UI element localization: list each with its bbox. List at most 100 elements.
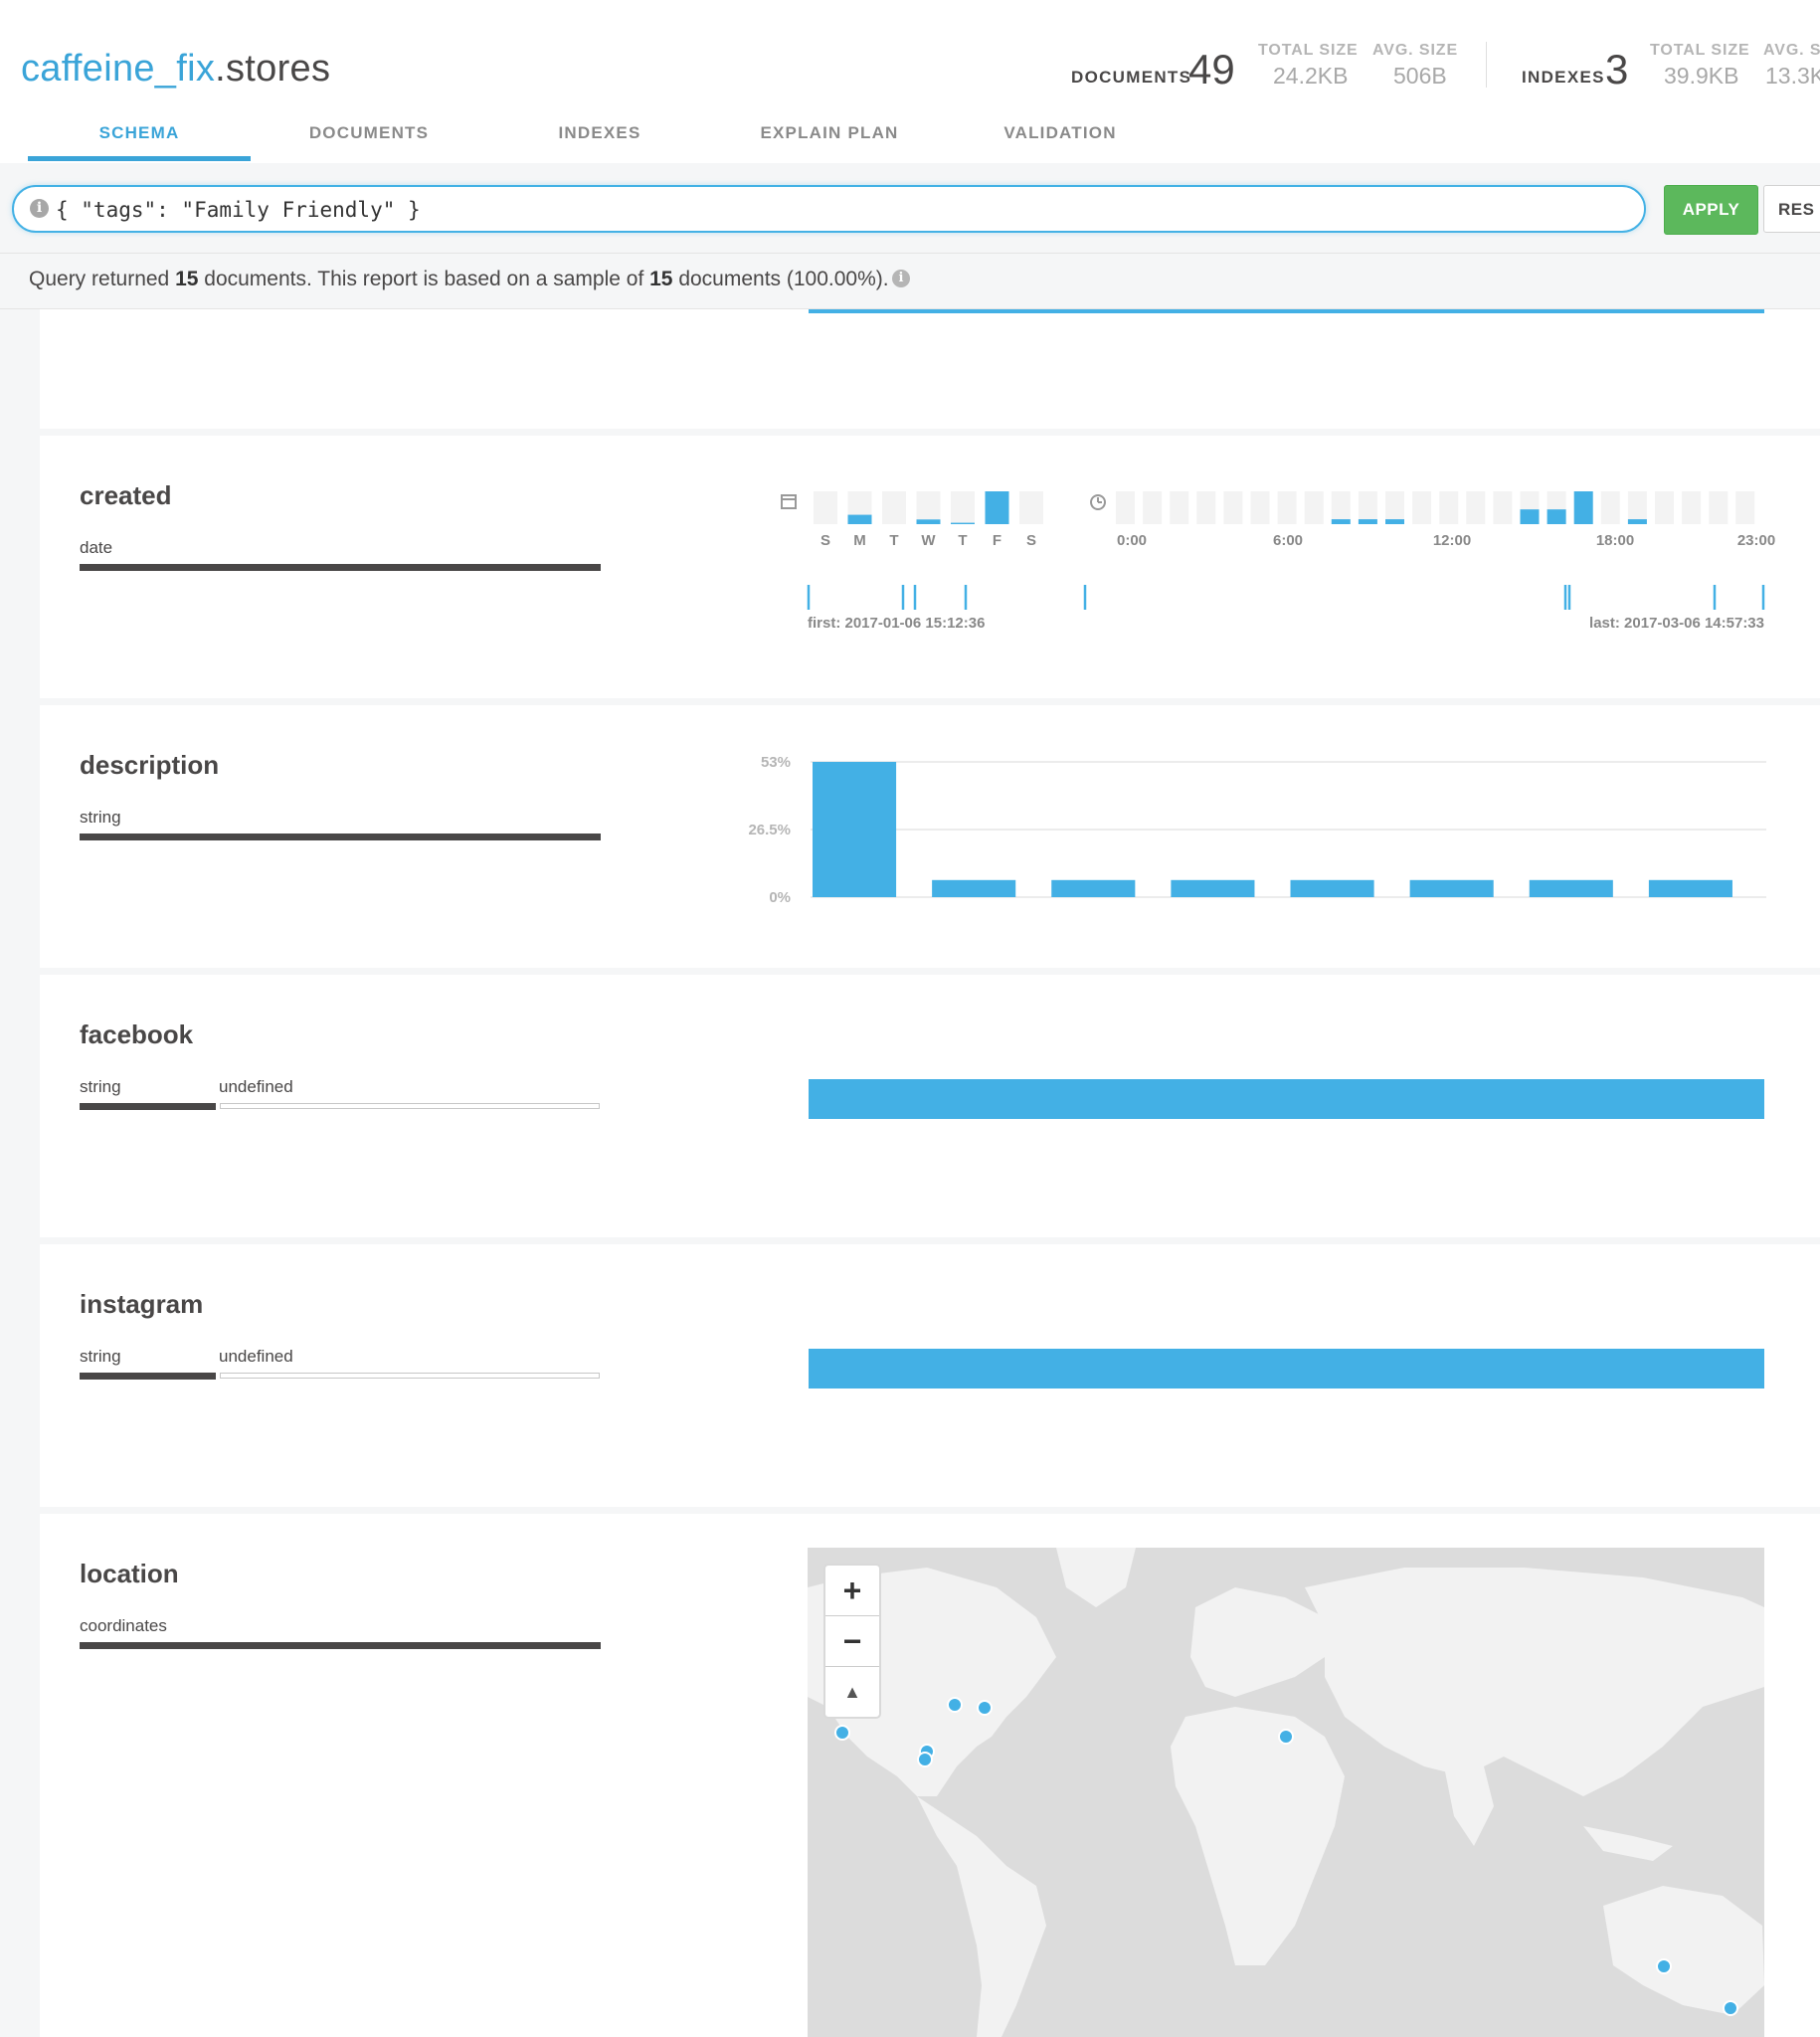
value-bar[interactable] <box>809 1349 1764 1389</box>
type-bar-string[interactable] <box>80 833 601 840</box>
field-card-facebook: facebook string undefined <box>40 975 1820 1237</box>
world-map-svg <box>808 1548 1764 2037</box>
hour-bar-bg <box>1116 491 1135 524</box>
weekday-bar[interactable] <box>847 514 872 524</box>
compass-button[interactable]: ▲ <box>825 1667 879 1717</box>
description-bar[interactable] <box>1648 879 1732 897</box>
type-bar-date[interactable] <box>80 564 601 571</box>
zoom-in-button[interactable]: + <box>825 1566 879 1616</box>
tab-explain-plan[interactable]: EXPLAIN PLAN <box>760 123 899 142</box>
weekday-bar-bg <box>1019 491 1043 524</box>
apply-button[interactable]: APPLY <box>1664 185 1758 235</box>
query-bar: i { "tags": "Family Friendly" } APPLY RE… <box>0 163 1820 254</box>
clock-icon <box>1090 494 1106 510</box>
hour-label: 12:00 <box>1433 532 1471 549</box>
weekday-bar-bg <box>814 491 837 524</box>
hour-bar-bg <box>1493 491 1513 524</box>
map-point[interactable] <box>1656 1958 1672 1974</box>
field-card-partial <box>40 309 1820 429</box>
indexes-total-size: 39.9KB <box>1664 63 1739 89</box>
query-input[interactable]: i { "tags": "Family Friendly" } <box>12 185 1646 233</box>
hour-bar-bg <box>1655 491 1674 524</box>
reset-button[interactable]: RES <box>1763 185 1820 233</box>
date-histograms: S M T W T F S 0:00 6:00 12:00 18:00 23:00 <box>781 491 1775 610</box>
hour-bar-bg <box>1600 491 1620 524</box>
tab-indexes[interactable]: INDEXES <box>558 123 641 142</box>
land-masses <box>808 1548 1764 2037</box>
collection-name: stores <box>226 48 331 90</box>
description-bar[interactable] <box>1171 879 1255 897</box>
last-date-label: last: 2017-03-06 14:57:33 <box>1589 615 1764 632</box>
weekday-bar[interactable] <box>985 491 1009 524</box>
documents-total-size: 24.2KB <box>1273 63 1349 89</box>
tab-validation[interactable]: VALIDATION <box>1003 123 1117 142</box>
type-bar-undefined[interactable] <box>220 1103 600 1109</box>
sample-report: Query returned 15 documents. This report… <box>0 254 1820 309</box>
tab-schema[interactable]: SCHEMA <box>98 123 180 142</box>
hour-bar-bg <box>1412 491 1432 524</box>
weekday-label: F <box>993 532 1001 549</box>
weekday-label: W <box>921 532 936 549</box>
map-point[interactable] <box>947 1697 963 1713</box>
map-zoom-controls: + − ▲ <box>823 1564 881 1719</box>
weekday-label: M <box>853 532 866 549</box>
info-icon[interactable]: i <box>892 270 910 287</box>
field-card-description: description string 53% 26.5% 0% <box>40 705 1820 968</box>
string-value-chart: 53% 26.5% 0% <box>748 754 1766 906</box>
map-point[interactable] <box>977 1700 993 1716</box>
info-icon[interactable]: i <box>30 199 49 218</box>
type-bar-undefined[interactable] <box>220 1373 600 1379</box>
first-date-label: first: 2017-01-06 15:12:36 <box>808 615 986 632</box>
hour-label: 18:00 <box>1596 532 1634 549</box>
sample-report-text: Query returned 15 documents. This report… <box>29 268 889 290</box>
compass-icon: ▲ <box>843 1682 861 1702</box>
weekday-bar[interactable] <box>916 519 941 524</box>
hour-bar-bg <box>1250 491 1270 524</box>
description-bar[interactable] <box>813 762 897 897</box>
field-name: instagram <box>80 1289 204 1319</box>
hour-bar-bg <box>1385 491 1404 524</box>
y-tick-label: 53% <box>761 754 791 771</box>
hour-bar[interactable] <box>1331 519 1351 524</box>
hour-label: 6:00 <box>1273 532 1303 549</box>
weekday-bar[interactable] <box>951 522 975 524</box>
hour-bar[interactable] <box>1547 509 1566 524</box>
hour-bar-bg <box>1196 491 1216 524</box>
location-map[interactable] <box>808 1548 1764 2037</box>
hour-bar[interactable] <box>1385 519 1404 524</box>
description-bar[interactable] <box>1409 879 1494 897</box>
type-label-undefined: undefined <box>219 1347 293 1366</box>
documents-avg-size: 506B <box>1393 63 1447 89</box>
map-point[interactable] <box>1278 1729 1294 1745</box>
query-text[interactable]: { "tags": "Family Friendly" } <box>56 198 421 222</box>
hour-bar-bg <box>1682 491 1702 524</box>
description-bar[interactable] <box>1051 879 1136 897</box>
hour-bar[interactable] <box>1520 509 1540 524</box>
description-bar[interactable] <box>1290 879 1374 897</box>
type-bar-coordinates[interactable] <box>80 1642 601 1649</box>
weekday-label: T <box>889 532 898 549</box>
zoom-out-button[interactable]: − <box>825 1616 879 1667</box>
hour-bar[interactable] <box>1573 491 1593 524</box>
returned-count: 15 <box>175 268 199 290</box>
tab-documents[interactable]: DOCUMENTS <box>308 123 430 142</box>
type-label-string: string <box>80 808 121 827</box>
value-bar[interactable] <box>809 1079 1764 1119</box>
field-name: location <box>80 1559 179 1588</box>
database-name: caffeine_fix <box>21 48 216 90</box>
description-bar[interactable] <box>1529 879 1613 897</box>
map-point[interactable] <box>834 1725 850 1741</box>
hour-bar[interactable] <box>1358 519 1377 524</box>
description-bar[interactable] <box>932 879 1016 897</box>
hour-bar-bg <box>1277 491 1297 524</box>
map-point[interactable] <box>1723 2000 1738 2016</box>
hour-bar-bg <box>1627 491 1647 524</box>
field-name: created <box>80 480 172 510</box>
weekday-label: S <box>820 532 830 549</box>
hour-bar[interactable] <box>1627 519 1647 524</box>
type-bar-string[interactable] <box>80 1103 216 1110</box>
map-points <box>834 1697 1738 2016</box>
map-point[interactable] <box>917 1752 933 1767</box>
type-bar-string[interactable] <box>80 1373 216 1380</box>
weekday-bar-bg <box>882 491 906 524</box>
